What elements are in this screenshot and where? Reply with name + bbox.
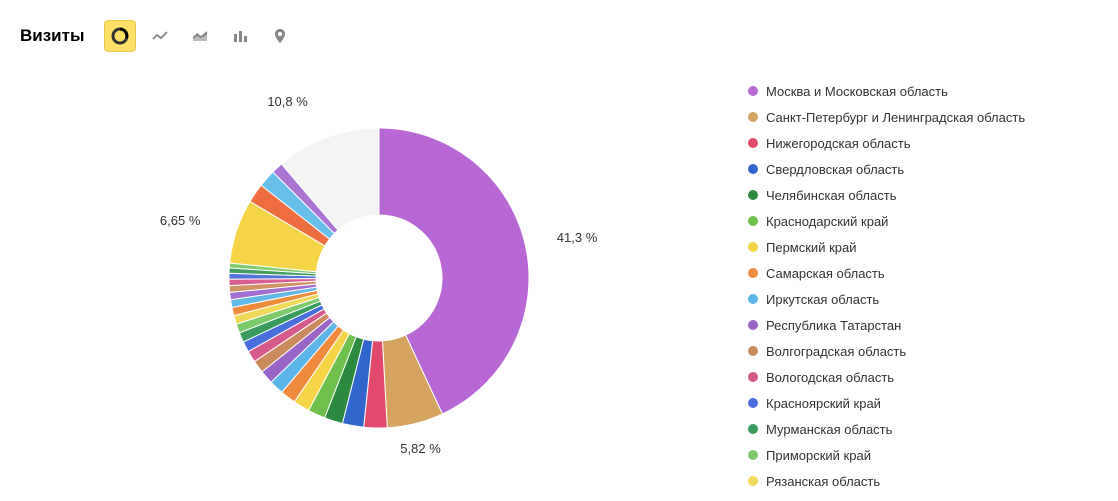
- legend-swatch: [748, 164, 758, 174]
- legend-label: Челябинская область: [766, 188, 896, 203]
- legend-swatch: [748, 216, 758, 226]
- legend-swatch: [748, 138, 758, 148]
- legend-label: Самарская область: [766, 266, 885, 281]
- chart-callout: 5,82 %: [400, 441, 440, 456]
- legend-swatch: [748, 450, 758, 460]
- legend-item[interactable]: Приморский край: [748, 442, 1098, 468]
- legend-item[interactable]: Рязанская область: [748, 468, 1098, 494]
- legend-item[interactable]: Вологодская область: [748, 364, 1098, 390]
- legend-label: Приморский край: [766, 448, 871, 463]
- donut-chart-button[interactable]: [104, 20, 136, 52]
- legend-item[interactable]: Свердловская область: [748, 156, 1098, 182]
- legend-swatch: [748, 242, 758, 252]
- header: Визиты: [20, 20, 1098, 52]
- legend: Москва и Московская область Санкт-Петербу…: [738, 62, 1098, 494]
- legend-label: Красноярский край: [766, 396, 881, 411]
- chart-type-toolbar: [104, 20, 296, 52]
- legend-swatch: [748, 190, 758, 200]
- bar-icon: [231, 27, 249, 45]
- chart-callout: 6,65 %: [160, 213, 200, 228]
- legend-swatch: [748, 424, 758, 434]
- legend-item[interactable]: Иркутская область: [748, 286, 1098, 312]
- legend-label: Санкт-Петербург и Ленинградская область: [766, 110, 1025, 125]
- donut-chart[interactable]: [224, 123, 534, 433]
- chart-area: 41,3 % 5,82 % 6,65 % 10,8 %: [20, 62, 738, 494]
- legend-label: Рязанская область: [766, 474, 880, 489]
- legend-label: Свердловская область: [766, 162, 904, 177]
- legend-label: Вологодская область: [766, 370, 894, 385]
- legend-item[interactable]: Самарская область: [748, 260, 1098, 286]
- area-icon: [191, 27, 209, 45]
- legend-item[interactable]: Красноярский край: [748, 390, 1098, 416]
- line-icon: [151, 27, 169, 45]
- legend-label: Нижегородская область: [766, 136, 911, 151]
- legend-item[interactable]: Мурманская область: [748, 416, 1098, 442]
- map-pin-icon: [271, 27, 289, 45]
- legend-swatch: [748, 112, 758, 122]
- area-chart-button[interactable]: [184, 20, 216, 52]
- bar-chart-button[interactable]: [224, 20, 256, 52]
- legend-label: Волгоградская область: [766, 344, 906, 359]
- legend-item[interactable]: Нижегородская область: [748, 130, 1098, 156]
- legend-swatch: [748, 294, 758, 304]
- legend-label: Иркутская область: [766, 292, 879, 307]
- legend-item[interactable]: Республика Татарстан: [748, 312, 1098, 338]
- legend-swatch: [748, 398, 758, 408]
- legend-label: Москва и Московская область: [766, 84, 948, 99]
- main-area: 41,3 % 5,82 % 6,65 % 10,8 % Москва и Москов…: [20, 62, 1098, 494]
- legend-item[interactable]: Волгоградская область: [748, 338, 1098, 364]
- legend-item[interactable]: Санкт-Петербург и Ленинградская область: [748, 104, 1098, 130]
- legend-item[interactable]: Пермский край: [748, 234, 1098, 260]
- legend-swatch: [748, 476, 758, 486]
- legend-label: Краснодарский край: [766, 214, 888, 229]
- legend-swatch: [748, 372, 758, 382]
- legend-swatch: [748, 346, 758, 356]
- legend-item[interactable]: Краснодарский край: [748, 208, 1098, 234]
- donut-icon: [111, 27, 129, 45]
- legend-swatch: [748, 268, 758, 278]
- legend-swatch: [748, 86, 758, 96]
- map-chart-button[interactable]: [264, 20, 296, 52]
- legend-swatch: [748, 320, 758, 330]
- legend-label: Республика Татарстан: [766, 318, 901, 333]
- legend-label: Пермский край: [766, 240, 856, 255]
- legend-item[interactable]: Москва и Московская область: [748, 78, 1098, 104]
- chart-callout: 10,8 %: [267, 94, 307, 109]
- line-chart-button[interactable]: [144, 20, 176, 52]
- chart-callout: 41,3 %: [557, 230, 597, 245]
- page-title: Визиты: [20, 26, 84, 46]
- legend-item[interactable]: Челябинская область: [748, 182, 1098, 208]
- legend-label: Мурманская область: [766, 422, 892, 437]
